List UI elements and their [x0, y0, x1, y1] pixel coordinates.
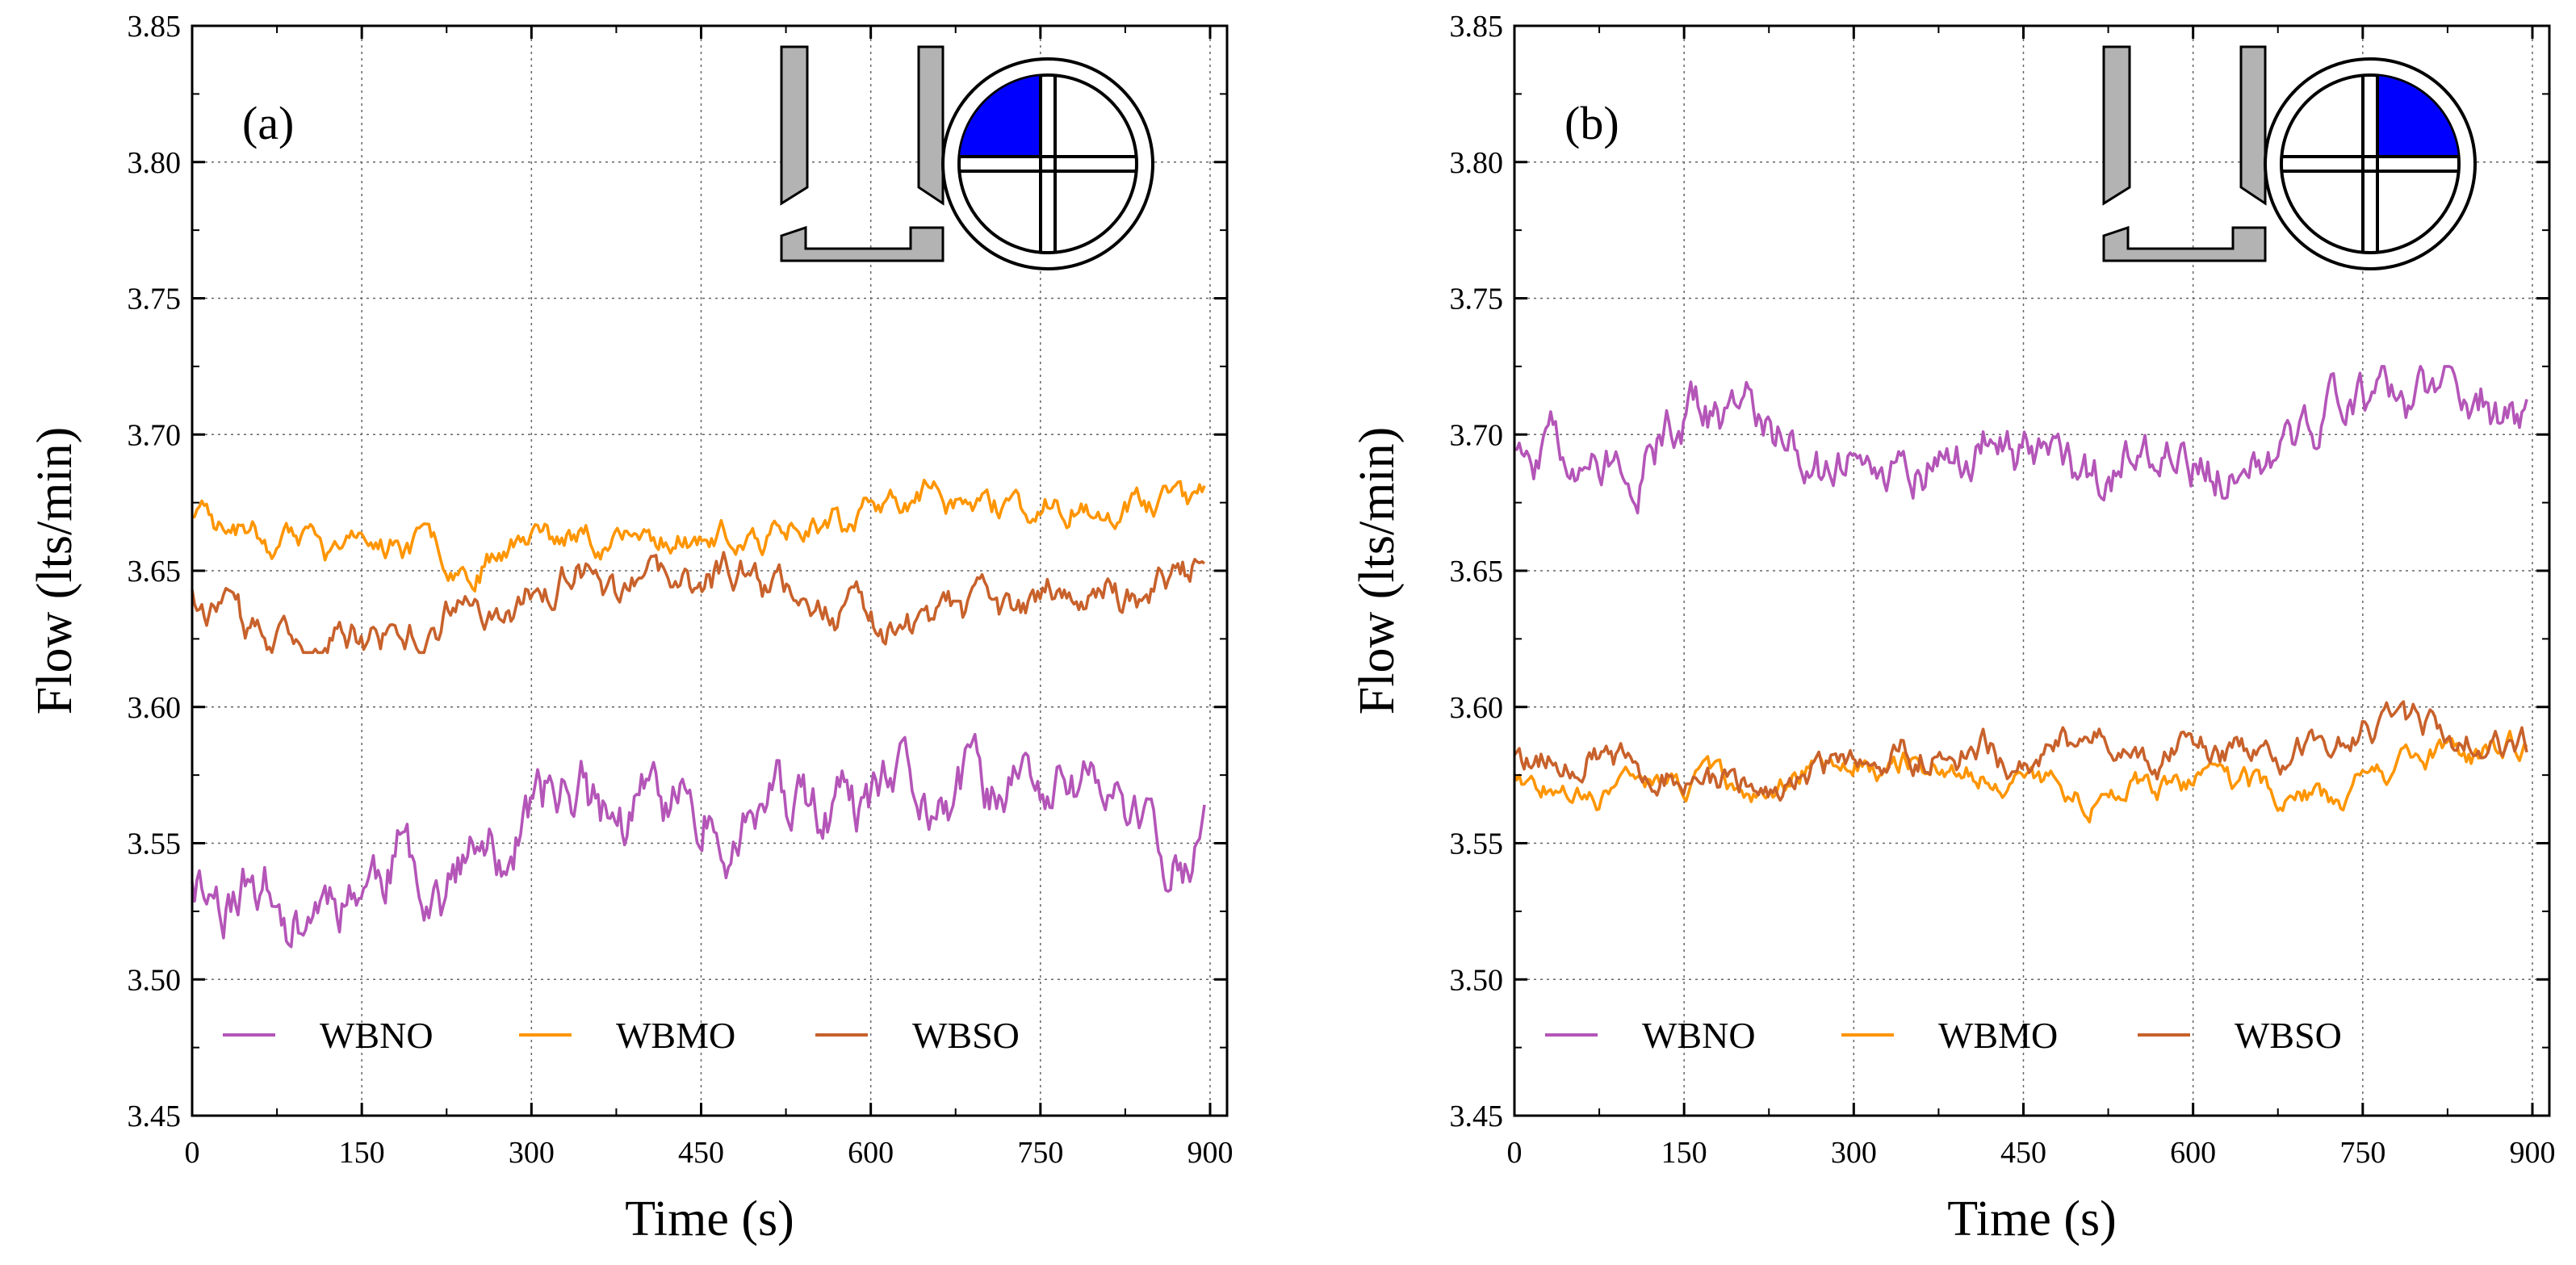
- chart-panel-b: 0 150 300 450 600 750 900 3.45 3.50 3.55 3.60 3.65 3…: [1350, 10, 2555, 1246]
- x-tick-label: 750: [2339, 1136, 2385, 1170]
- series-line-wbmo: [191, 479, 1206, 593]
- series-group: [1513, 365, 2528, 824]
- y-tick-label: 3.85: [128, 10, 182, 44]
- y-tick-label: 3.70: [128, 418, 182, 452]
- y-tick-label: 3.65: [1450, 555, 1504, 589]
- legend-label-wbmo: WBMO: [616, 1015, 735, 1056]
- grid: [192, 26, 1227, 1116]
- inset-left-wall: [2102, 45, 2131, 206]
- legend: WBNO WBMO WBSO: [223, 1015, 1020, 1056]
- inset-right-wall: [2239, 45, 2267, 206]
- x-tick-label: 900: [2509, 1136, 2555, 1170]
- y-tick-label: 3.65: [128, 555, 182, 589]
- inset-highlighted-quadrant: [960, 76, 1041, 157]
- series-group: [191, 479, 1206, 949]
- series-line-wbno: [1514, 365, 2528, 515]
- x-tick-label: 750: [1017, 1136, 1063, 1170]
- chart-panel-a: 0 150 300 450 600 750 900 3.45 3.50 3.55 3.60 3.65 3…: [27, 10, 1233, 1246]
- x-axis-title: Time (s): [625, 1192, 794, 1246]
- y-tick-label: 3.80: [1450, 146, 1504, 180]
- legend-label-wbno: WBNO: [320, 1015, 434, 1056]
- series-line-wbmo: [1513, 730, 2528, 824]
- y-tick-label: 3.60: [128, 691, 182, 725]
- inset-base: [780, 225, 945, 262]
- y-tick-label: 3.85: [1450, 10, 1504, 44]
- x-tick-label: 600: [2170, 1136, 2216, 1170]
- y-tick-label: 3.80: [128, 146, 182, 180]
- panel-label: (b): [1564, 97, 1619, 149]
- legend-label-wbso: WBSO: [912, 1015, 1020, 1056]
- x-tick-label: 150: [1661, 1136, 1707, 1170]
- x-tick-label: 600: [848, 1136, 894, 1170]
- x-tick-label: 300: [1831, 1136, 1877, 1170]
- y-tick-label: 3.70: [1450, 418, 1504, 452]
- ticks: 0 150 300 450 600 750 900 3.45 3.50 3.55 3.60 3.65 3…: [1450, 10, 2556, 1170]
- y-tick-label: 3.45: [128, 1100, 182, 1133]
- legend-label-wbmo: WBMO: [1938, 1015, 2058, 1056]
- inset-schematic: [780, 45, 1154, 270]
- x-tick-label: 450: [2000, 1136, 2046, 1170]
- x-tick-label: 450: [678, 1136, 724, 1170]
- x-tick-label: 0: [185, 1136, 200, 1170]
- x-axis-title: Time (s): [1947, 1192, 2117, 1246]
- inset-left-wall: [780, 45, 809, 206]
- y-tick-label: 3.60: [1450, 691, 1504, 725]
- y-axis-title: Flow (lts/min): [1350, 427, 1405, 715]
- y-tick-label: 3.55: [1450, 827, 1504, 861]
- series-line-wbso: [191, 551, 1206, 655]
- inset-right-wall: [917, 45, 945, 206]
- y-tick-label: 3.75: [128, 283, 182, 316]
- inset-base: [2102, 225, 2267, 262]
- x-tick-label: 0: [1507, 1136, 1523, 1170]
- x-tick-label: 150: [339, 1136, 385, 1170]
- inset-highlighted-quadrant: [2377, 76, 2458, 157]
- ticks: 0 150 300 450 600 750 900 3.45 3.50 3.55 3.60 3.65 3…: [128, 10, 1234, 1170]
- legend-label-wbno: WBNO: [1642, 1015, 1756, 1056]
- y-tick-label: 3.50: [1450, 963, 1504, 997]
- legend: WBNO WBMO WBSO: [1545, 1015, 2342, 1056]
- legend-label-wbso: WBSO: [2235, 1015, 2342, 1056]
- y-axis-title: Flow (lts/min): [27, 427, 82, 715]
- y-tick-label: 3.55: [128, 827, 182, 861]
- inset-schematic: [2102, 45, 2477, 270]
- x-tick-label: 900: [1187, 1136, 1233, 1170]
- x-tick-label: 300: [509, 1136, 555, 1170]
- series-line-wbno: [191, 732, 1206, 949]
- y-tick-label: 3.75: [1450, 283, 1504, 316]
- y-tick-label: 3.45: [1450, 1100, 1504, 1133]
- panel-label: (a): [242, 97, 294, 149]
- y-tick-label: 3.50: [128, 963, 182, 997]
- series-line-wbso: [1513, 700, 2528, 802]
